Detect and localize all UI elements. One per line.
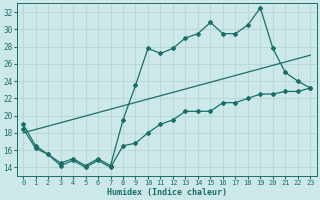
X-axis label: Humidex (Indice chaleur): Humidex (Indice chaleur) [107,188,227,197]
